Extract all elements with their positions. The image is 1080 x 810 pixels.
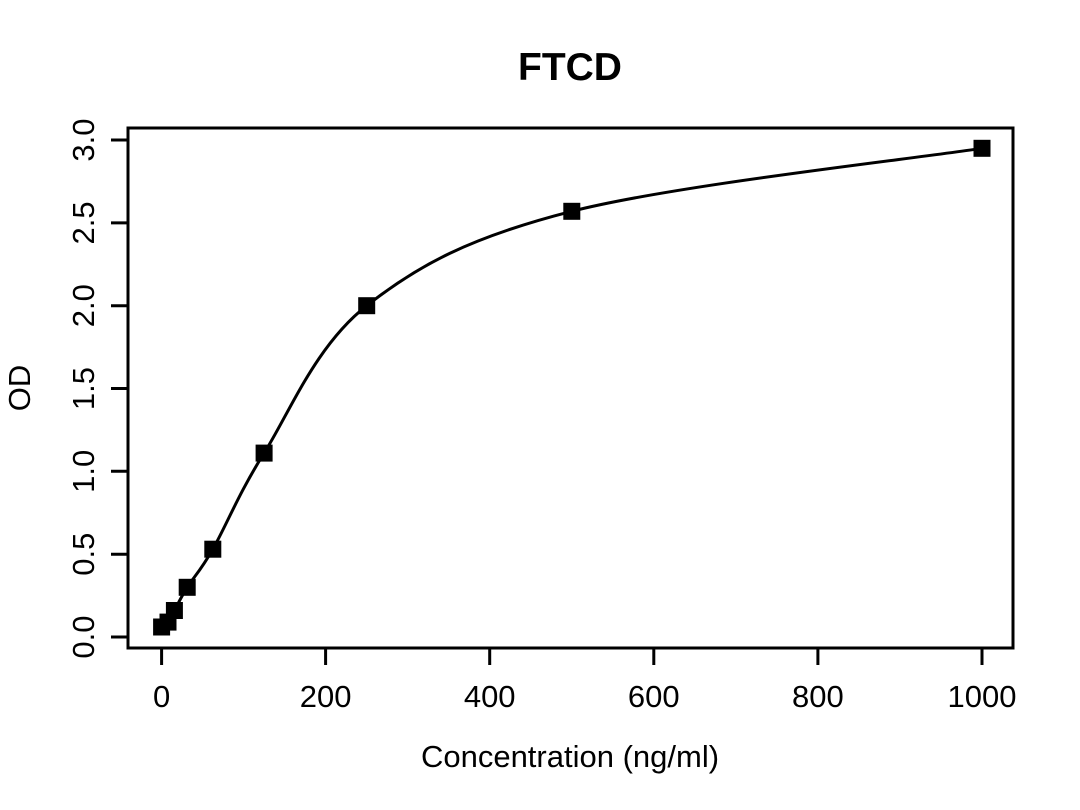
y-tick-label: 3.0 xyxy=(66,118,101,161)
x-tick-label: 600 xyxy=(628,679,680,714)
y-tick-label: 1.0 xyxy=(66,450,101,493)
data-point-marker xyxy=(204,540,222,558)
x-tick-label: 0 xyxy=(153,679,170,714)
x-axis-ticks: 0 200 400 600 800 1000 xyxy=(153,648,1017,714)
y-axis-label: OD xyxy=(2,365,37,412)
plot-title: FTCD xyxy=(518,46,622,89)
y-tick-label: 0.0 xyxy=(66,615,101,658)
x-tick-label: 200 xyxy=(300,679,352,714)
y-axis-ticks: 0.0 0.5 1.0 1.5 2.0 2.5 3.0 xyxy=(66,118,128,659)
x-axis-label: Concentration (ng/ml) xyxy=(421,739,719,774)
x-tick-label: 800 xyxy=(792,679,844,714)
x-tick-label: 1000 xyxy=(948,679,1017,714)
data-point-marker xyxy=(165,602,183,619)
y-tick-label: 0.5 xyxy=(66,533,101,576)
data-point-marker xyxy=(358,297,376,315)
y-tick-label: 1.5 xyxy=(66,367,101,410)
x-tick-label: 400 xyxy=(464,679,516,714)
data-point-marker xyxy=(255,444,273,462)
y-tick-label: 2.0 xyxy=(66,284,101,327)
data-point-marker xyxy=(563,202,581,220)
data-point-marker xyxy=(973,139,991,157)
data-points xyxy=(153,139,991,636)
y-tick-label: 2.5 xyxy=(66,201,101,244)
data-point-marker xyxy=(178,578,196,596)
fit-curve xyxy=(160,146,984,629)
